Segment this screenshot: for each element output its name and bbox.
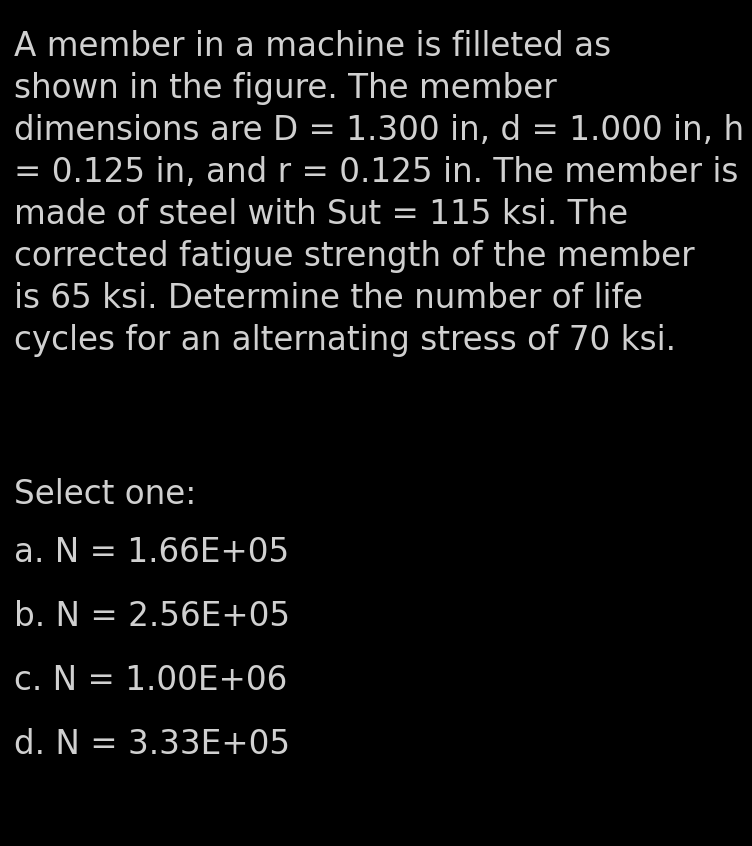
Text: b. N = 2.56E+05: b. N = 2.56E+05	[14, 600, 290, 633]
Text: a. N = 1.66E+05: a. N = 1.66E+05	[14, 536, 289, 569]
Text: c. N = 1.00E+06: c. N = 1.00E+06	[14, 664, 287, 697]
Text: d. N = 3.33E+05: d. N = 3.33E+05	[14, 728, 290, 761]
Text: A member in a machine is filleted as
shown in the figure. The member
dimensions : A member in a machine is filleted as sho…	[14, 30, 744, 357]
Text: Select one:: Select one:	[14, 478, 196, 511]
